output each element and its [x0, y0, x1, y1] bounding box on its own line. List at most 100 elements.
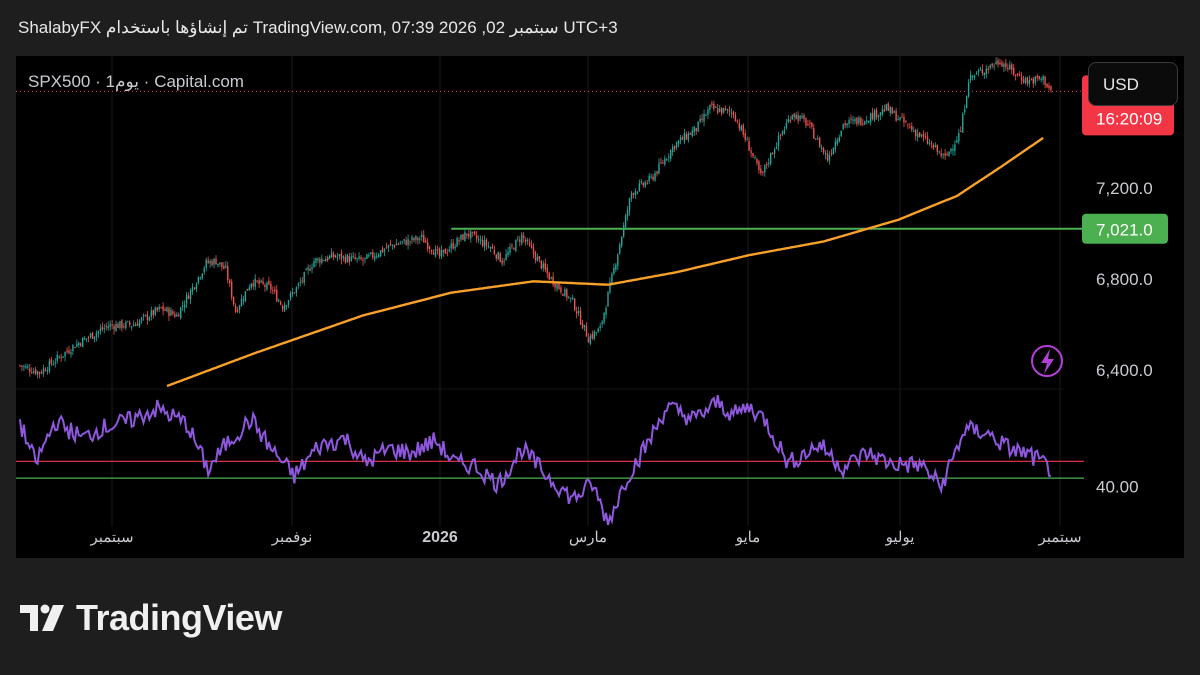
candle-body [956, 140, 958, 143]
candle-body [577, 311, 580, 313]
candle-body [885, 104, 888, 111]
candle-body [76, 343, 78, 347]
candle-body [562, 293, 564, 296]
candle-body [52, 363, 55, 365]
candle-body [125, 321, 127, 329]
candle-body [162, 305, 164, 311]
candle-body [852, 119, 854, 121]
candle-body [587, 337, 590, 343]
candle-body [521, 234, 523, 244]
candle-body [581, 323, 584, 329]
candle-body [595, 332, 597, 334]
candle-body [381, 248, 384, 253]
candle-body [611, 273, 613, 285]
candle-body [960, 131, 962, 133]
chart-panel[interactable]: 7,200.06,800.06,400.040.007,624.616:20:0… [16, 56, 1184, 558]
candle-body [25, 366, 27, 368]
candle-body [256, 280, 258, 282]
candle-body [187, 295, 190, 299]
candle-body [699, 118, 701, 122]
candle-body [687, 133, 690, 141]
alert-button[interactable] [1031, 345, 1063, 377]
candle-body [252, 283, 254, 287]
candle-body [70, 352, 72, 355]
candle-body [199, 277, 202, 279]
candle-body [769, 152, 772, 164]
candle-body [1046, 83, 1048, 88]
interval-label: يوم1 [105, 72, 140, 91]
candle-body [572, 297, 574, 300]
candle-body [323, 260, 325, 262]
candle-body [848, 120, 850, 124]
candle-body [675, 142, 678, 148]
candle-body [628, 198, 631, 211]
candle-body [891, 107, 893, 114]
candle-body [33, 371, 35, 373]
candle-body [142, 315, 145, 317]
candle-body [1036, 76, 1038, 78]
candle-body [558, 282, 560, 289]
candle-body [922, 134, 925, 137]
candle-body [462, 234, 464, 240]
currency-button[interactable]: USD [1088, 62, 1178, 106]
candle-body [722, 108, 725, 113]
candle-body [781, 131, 784, 135]
candle-body [720, 107, 723, 114]
candle-body [658, 163, 660, 174]
candle-body [779, 134, 782, 136]
candle-body [897, 118, 899, 121]
candle-body [924, 136, 927, 138]
candle-body [1050, 86, 1052, 91]
candle-body [677, 140, 680, 144]
candle-body [509, 246, 511, 253]
candle-body [456, 238, 458, 247]
candle-body [758, 161, 760, 171]
candle-body [468, 234, 470, 237]
candle-body [377, 254, 380, 257]
candle-body [707, 109, 709, 115]
candle-body [297, 283, 300, 286]
candle-body [64, 351, 66, 357]
candle-body [556, 284, 558, 289]
candle-body [330, 252, 333, 258]
candle-body [532, 247, 535, 254]
candle-body [181, 305, 184, 307]
candle-body [969, 74, 972, 81]
candle-body [911, 125, 913, 130]
candle-body [485, 239, 488, 246]
candle-body [652, 176, 654, 180]
candle-body [907, 124, 909, 126]
tradingview-logo-icon [20, 604, 64, 631]
candle-body [497, 251, 499, 260]
candle-body [307, 267, 309, 270]
candle-body [313, 261, 315, 268]
level-price-value: 7,021.0 [1096, 221, 1153, 240]
candle-body [583, 324, 586, 327]
candle-body [683, 133, 686, 142]
level-price-badge[interactable] [1082, 213, 1168, 244]
candle-body [934, 145, 937, 148]
candle-body [413, 238, 415, 241]
candle-body [264, 284, 266, 288]
candle-body [232, 296, 235, 305]
candle-body [103, 327, 105, 329]
candle-body [201, 273, 203, 279]
candle-body [505, 253, 507, 260]
symbol-legend[interactable]: SPX500 · يوم1 · Capital.com [28, 72, 244, 92]
candle-body [491, 246, 494, 249]
candle-body [123, 326, 125, 328]
candle-body [426, 242, 429, 249]
candle-body [360, 257, 362, 260]
candle-body [842, 124, 844, 129]
candle-body [544, 263, 546, 270]
candle-body [664, 158, 666, 165]
candle-body [428, 246, 431, 249]
candle-body [666, 159, 668, 161]
chart-canvas[interactable]: 7,200.06,800.06,400.040.007,624.616:20:0… [16, 56, 1184, 558]
candle-body [615, 264, 617, 270]
candle-body [915, 130, 917, 137]
candle-body [975, 72, 978, 74]
candle-body [526, 240, 529, 242]
candle-body [575, 311, 578, 314]
candle-body [648, 175, 650, 182]
